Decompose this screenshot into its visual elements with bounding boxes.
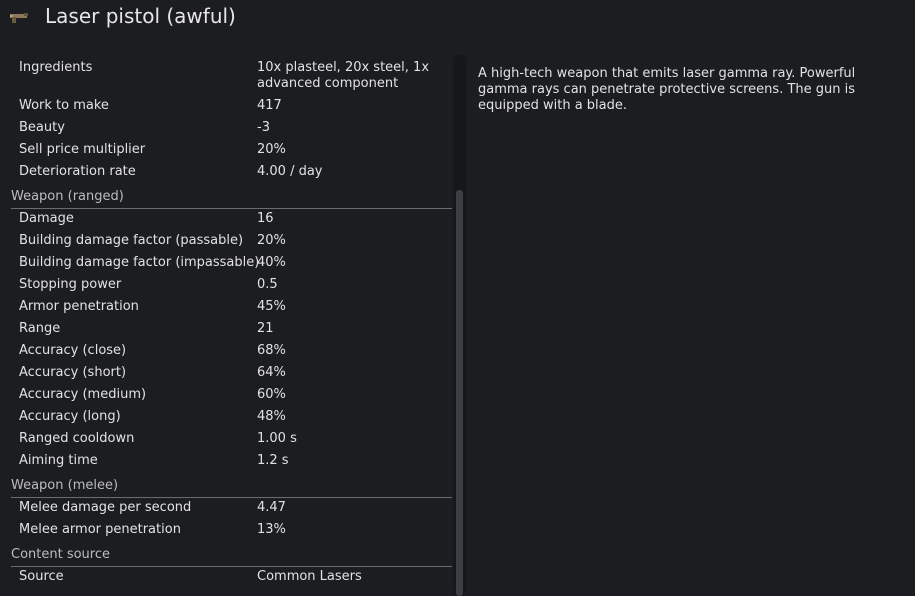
section-header-content-source: Content source — [11, 547, 452, 567]
stat-label: Deterioration rate — [19, 164, 136, 179]
stat-label: Building damage factor (impassable) — [19, 255, 260, 270]
stat-value: 1.2 s — [257, 453, 289, 468]
stat-value: 417 — [257, 98, 282, 113]
stat-value: 0.5 — [257, 277, 278, 292]
stat-label: Accuracy (short) — [19, 365, 127, 380]
stat-value: 1.00 s — [257, 431, 297, 446]
stat-label: Armor penetration — [19, 299, 139, 314]
stat-label: Work to make — [19, 98, 109, 113]
stat-label: Ranged cooldown — [19, 431, 135, 446]
stat-label: Damage — [19, 211, 74, 226]
stat-value: 16 — [257, 211, 274, 226]
stat-label: Melee armor penetration — [19, 522, 181, 537]
page-title: Laser pistol (awful) — [45, 4, 236, 28]
stat-value: 13% — [257, 522, 286, 537]
stat-value: -3 — [257, 120, 270, 135]
stat-value: 45% — [257, 299, 286, 314]
stats-panel[interactable]: Ingredients 10x plasteel, 20x steel, 1x … — [0, 55, 455, 596]
stats-scrollbar-thumb[interactable] — [456, 190, 463, 596]
stat-value: 20% — [257, 142, 286, 157]
stat-label: Sell price multiplier — [19, 142, 146, 157]
stat-label: Accuracy (long) — [19, 409, 121, 424]
stat-value: 4.00 / day — [257, 164, 323, 179]
stat-label: Aiming time — [19, 453, 98, 468]
stat-label: Stopping power — [19, 277, 122, 292]
stat-value: 10x plasteel, 20x steel, 1x advanced com… — [257, 60, 430, 91]
stat-label: Range — [19, 321, 61, 336]
stat-value: 64% — [257, 365, 286, 380]
stat-label: Building damage factor (passable) — [19, 233, 244, 248]
stat-label: Beauty — [19, 120, 65, 135]
section-header-ranged: Weapon (ranged) — [11, 189, 452, 209]
stat-value: 4.47 — [257, 500, 286, 515]
stat-value: Common Lasers — [257, 569, 362, 584]
stat-value: 68% — [257, 343, 286, 358]
stat-label: Accuracy (close) — [19, 343, 127, 358]
stat-value: 21 — [257, 321, 274, 336]
stat-value: 60% — [257, 387, 286, 402]
section-header-melee: Weapon (melee) — [11, 478, 452, 498]
stat-label: Accuracy (medium) — [19, 387, 147, 402]
stat-label: Source — [19, 569, 64, 584]
stat-value: 40% — [257, 255, 286, 270]
stat-value: 20% — [257, 233, 286, 248]
stat-label: Melee damage per second — [19, 500, 192, 515]
stat-value: 48% — [257, 409, 286, 424]
dialog-header: Laser pistol (awful) — [0, 0, 915, 40]
laser-pistol-icon — [10, 13, 28, 23]
stat-label: Ingredients — [19, 60, 93, 75]
item-description: A high-tech weapon that emits laser gamm… — [478, 66, 856, 113]
